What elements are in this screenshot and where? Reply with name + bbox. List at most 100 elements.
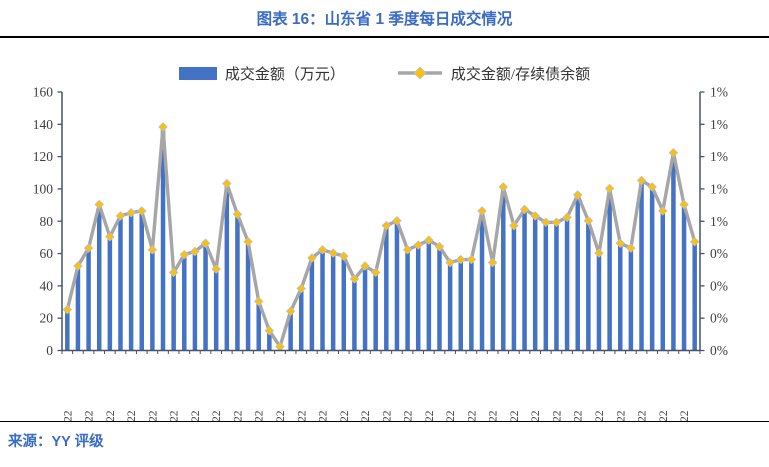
line-marker xyxy=(232,209,243,220)
line-marker xyxy=(519,204,530,215)
line-marker xyxy=(285,306,296,316)
right-axis-label: 0% xyxy=(710,311,728,326)
line-marker xyxy=(253,296,264,307)
bar xyxy=(341,256,347,351)
bar xyxy=(458,260,463,351)
line-marker xyxy=(158,122,168,132)
bar xyxy=(128,213,134,351)
line-marker xyxy=(147,244,158,255)
x-axis-label: 2/8/22 xyxy=(296,410,308,421)
bar xyxy=(437,247,442,351)
bar xyxy=(235,214,240,351)
bottom-divider xyxy=(0,421,769,422)
bar xyxy=(522,209,527,351)
bar xyxy=(618,243,623,351)
line-marker xyxy=(487,257,498,268)
bar xyxy=(362,266,368,351)
line-marker xyxy=(668,148,679,158)
x-axis-label: 1/30/22 xyxy=(275,410,287,421)
line-marker xyxy=(572,190,583,200)
right-axis-label: 1% xyxy=(710,181,728,196)
legend-item-bars: 成交金额（万元） xyxy=(178,63,345,84)
bar xyxy=(373,272,378,351)
x-axis-label: 1/14/22 xyxy=(147,410,159,421)
bar xyxy=(564,218,570,351)
x-axis-label: 1/28/22 xyxy=(254,410,266,421)
bar xyxy=(649,187,655,351)
line-marker xyxy=(604,183,615,194)
bar xyxy=(639,180,644,351)
x-axis-label: 3/16/22 xyxy=(573,410,585,421)
bar xyxy=(586,221,591,351)
bar xyxy=(224,184,230,351)
x-axis-label: 2/10/22 xyxy=(318,410,330,421)
left-axis-label: 100 xyxy=(33,181,54,196)
right-axis-label: 1% xyxy=(710,117,728,132)
line-marker xyxy=(360,261,370,271)
bar xyxy=(309,258,315,351)
bar xyxy=(182,255,187,351)
bar xyxy=(532,216,538,351)
bar xyxy=(118,216,123,351)
bar xyxy=(543,222,549,351)
bar xyxy=(607,188,612,351)
line-marker xyxy=(317,244,328,255)
line-marker xyxy=(296,283,306,294)
line-marker xyxy=(647,182,657,192)
line-marker xyxy=(594,248,604,258)
left-axis-label: 0 xyxy=(46,343,53,358)
line-marker xyxy=(551,217,562,228)
x-axis-label: 1/18/22 xyxy=(169,410,181,421)
x-axis-label: 1/24/22 xyxy=(211,410,223,421)
bar xyxy=(86,248,91,351)
line-marker xyxy=(434,241,445,252)
source-note: 来源：YY 评级 xyxy=(8,434,104,450)
bar xyxy=(575,195,580,351)
right-axis-label: 1% xyxy=(710,214,728,229)
bar xyxy=(160,127,166,351)
line-marker xyxy=(445,257,455,268)
line-marker xyxy=(243,236,253,247)
x-axis-label: 3/18/22 xyxy=(594,410,606,421)
bar xyxy=(469,260,474,351)
x-axis-label: 3/30/22 xyxy=(679,410,691,421)
bar xyxy=(596,253,602,351)
right-axis-label: 0% xyxy=(710,246,728,261)
bar xyxy=(479,211,485,351)
x-axis-label: 1/6/22 xyxy=(84,410,96,421)
line-marker xyxy=(477,206,487,216)
legend-item-line: 成交金额/存续债余额 xyxy=(397,63,590,84)
bar xyxy=(256,302,261,351)
bar-swatch-icon xyxy=(178,66,217,80)
x-axis-label: 3/14/22 xyxy=(551,410,563,421)
bar xyxy=(245,242,251,351)
line-marker xyxy=(509,220,519,231)
right-axis-label: 1% xyxy=(710,149,728,164)
bar xyxy=(192,251,198,351)
bar xyxy=(511,226,517,351)
bar xyxy=(692,242,697,351)
bar xyxy=(384,226,389,351)
x-axis-label: 1/10/22 xyxy=(105,410,117,421)
bar xyxy=(320,250,325,351)
line-marker xyxy=(307,253,317,263)
left-axis-label: 20 xyxy=(40,311,54,326)
line-marker xyxy=(424,235,434,245)
line-marker xyxy=(541,217,551,228)
line-marker xyxy=(466,254,477,265)
line-marker xyxy=(583,216,594,226)
line-marker xyxy=(73,261,83,271)
line-marker xyxy=(168,267,179,278)
line-marker xyxy=(658,206,668,216)
left-axis-label: 60 xyxy=(40,246,54,261)
line-marker xyxy=(62,304,73,315)
left-axis-label: 140 xyxy=(33,117,54,132)
line-marker xyxy=(402,244,413,255)
bar xyxy=(681,205,687,351)
left-axis-label: 40 xyxy=(40,278,54,293)
line-marker xyxy=(562,212,572,223)
bar xyxy=(671,153,676,351)
line-marker xyxy=(498,182,509,192)
line-marker-swatch-icon xyxy=(397,66,442,80)
